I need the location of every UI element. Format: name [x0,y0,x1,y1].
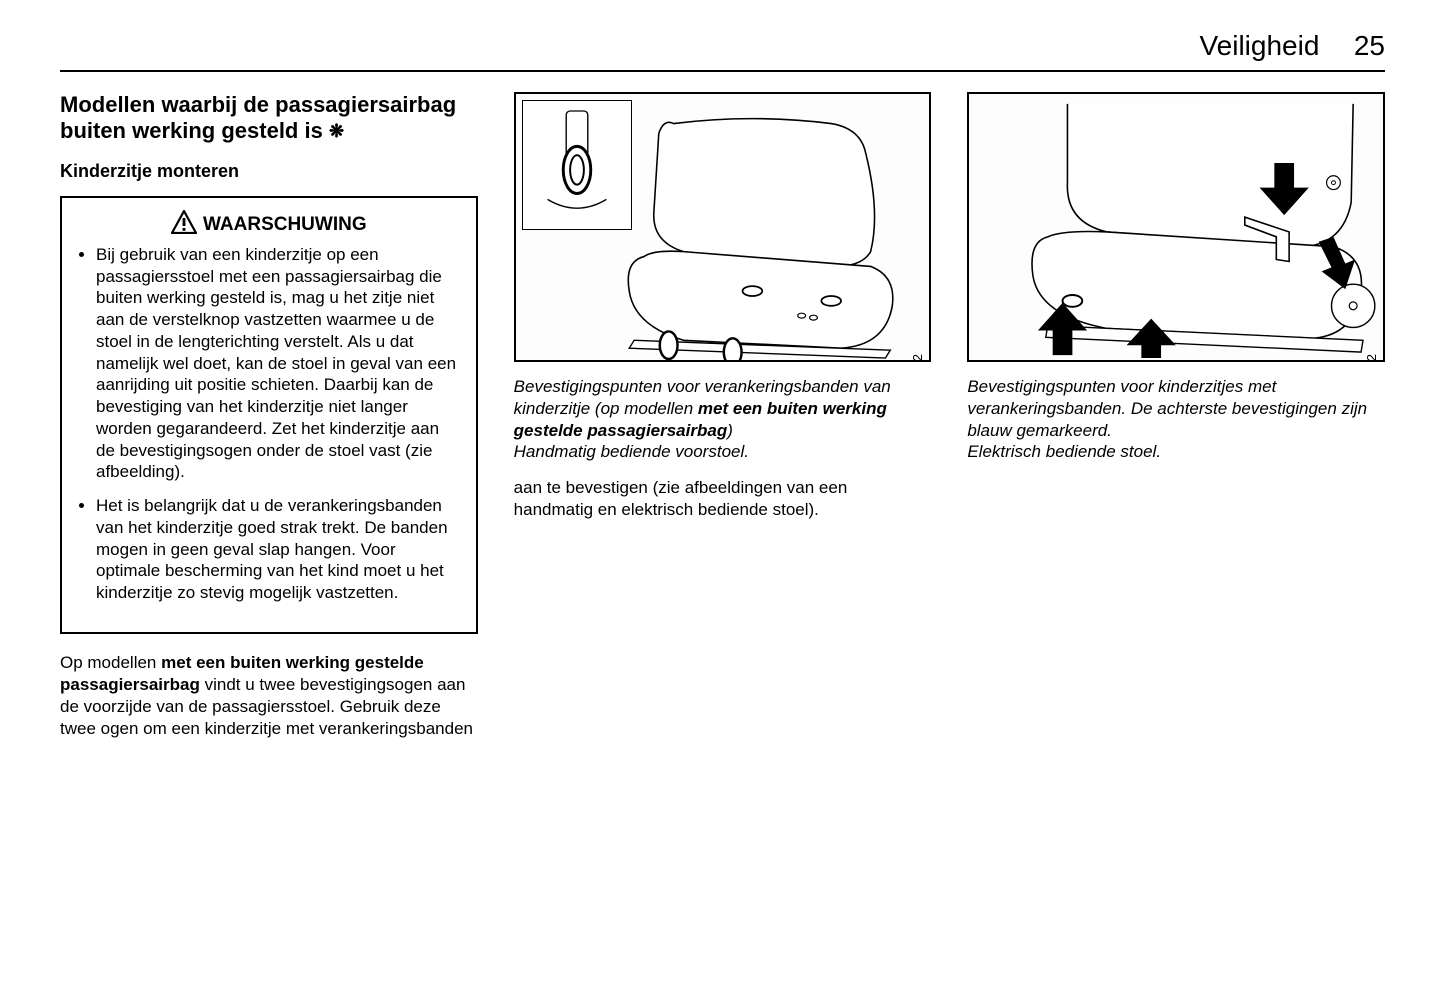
caption-line1: Bevestigingspunten voor kinderzitjes met… [967,377,1367,440]
warning-triangle-icon [171,210,197,234]
main-heading: Modellen waarbij de passagiersairbag bui… [60,92,478,145]
figure-2-caption: Bevestigingspunten voor kinderzitjes met… [967,376,1385,463]
body-paragraph: Op modellen met een buiten werking geste… [60,652,478,740]
figure-1: IB4712 [514,92,932,362]
body-paragraph: aan te bevestigen (zie afbeeldingen van … [514,477,932,521]
sub-heading: Kinderzitje monteren [60,161,478,182]
figure-1-caption: Bevestigingspunten voor verankeringsband… [514,376,932,463]
column-2: IB4712 Bevestigingspunten voor verankeri… [514,92,932,740]
caption-post: ) [727,421,733,440]
warning-header: WAARSCHUWING [78,210,460,236]
warning-title: WAARSCHUWING [203,214,367,235]
warning-item: Het is belangrijk dat u de verankeringsb… [96,495,460,604]
figure-2: IB3152 [967,92,1385,362]
warning-list: Bij gebruik van een kinderzitje op een p… [78,244,460,604]
seat-electric-illustration [969,94,1383,360]
warning-item: Bij gebruik van een kinderzitje op een p… [96,244,460,483]
column-3: IB3152 Bevestigingspunten voor kinderzit… [967,92,1385,740]
star-icon: ❋ [329,121,344,141]
page-number: 25 [1354,30,1385,61]
content-columns: Modellen waarbij de passagiersairbag bui… [60,92,1385,740]
para-pre: Op modellen [60,653,161,672]
page-header: Veiligheid 25 [60,30,1385,72]
section-title: Veiligheid [1200,30,1320,61]
figure-1-inset [522,100,632,230]
caption-line2: Handmatig bediende voorstoel. [514,442,749,461]
figure-1-id: IB4712 [910,354,925,362]
figure-2-id: IB3152 [1364,354,1379,362]
caption-line2: Elektrisch bediende stoel. [967,442,1161,461]
heading-text: Modellen waarbij de passagiersairbag bui… [60,92,456,143]
warning-box: WAARSCHUWING Bij gebruik van een kinderz… [60,196,478,634]
column-1: Modellen waarbij de passagiersairbag bui… [60,92,478,740]
